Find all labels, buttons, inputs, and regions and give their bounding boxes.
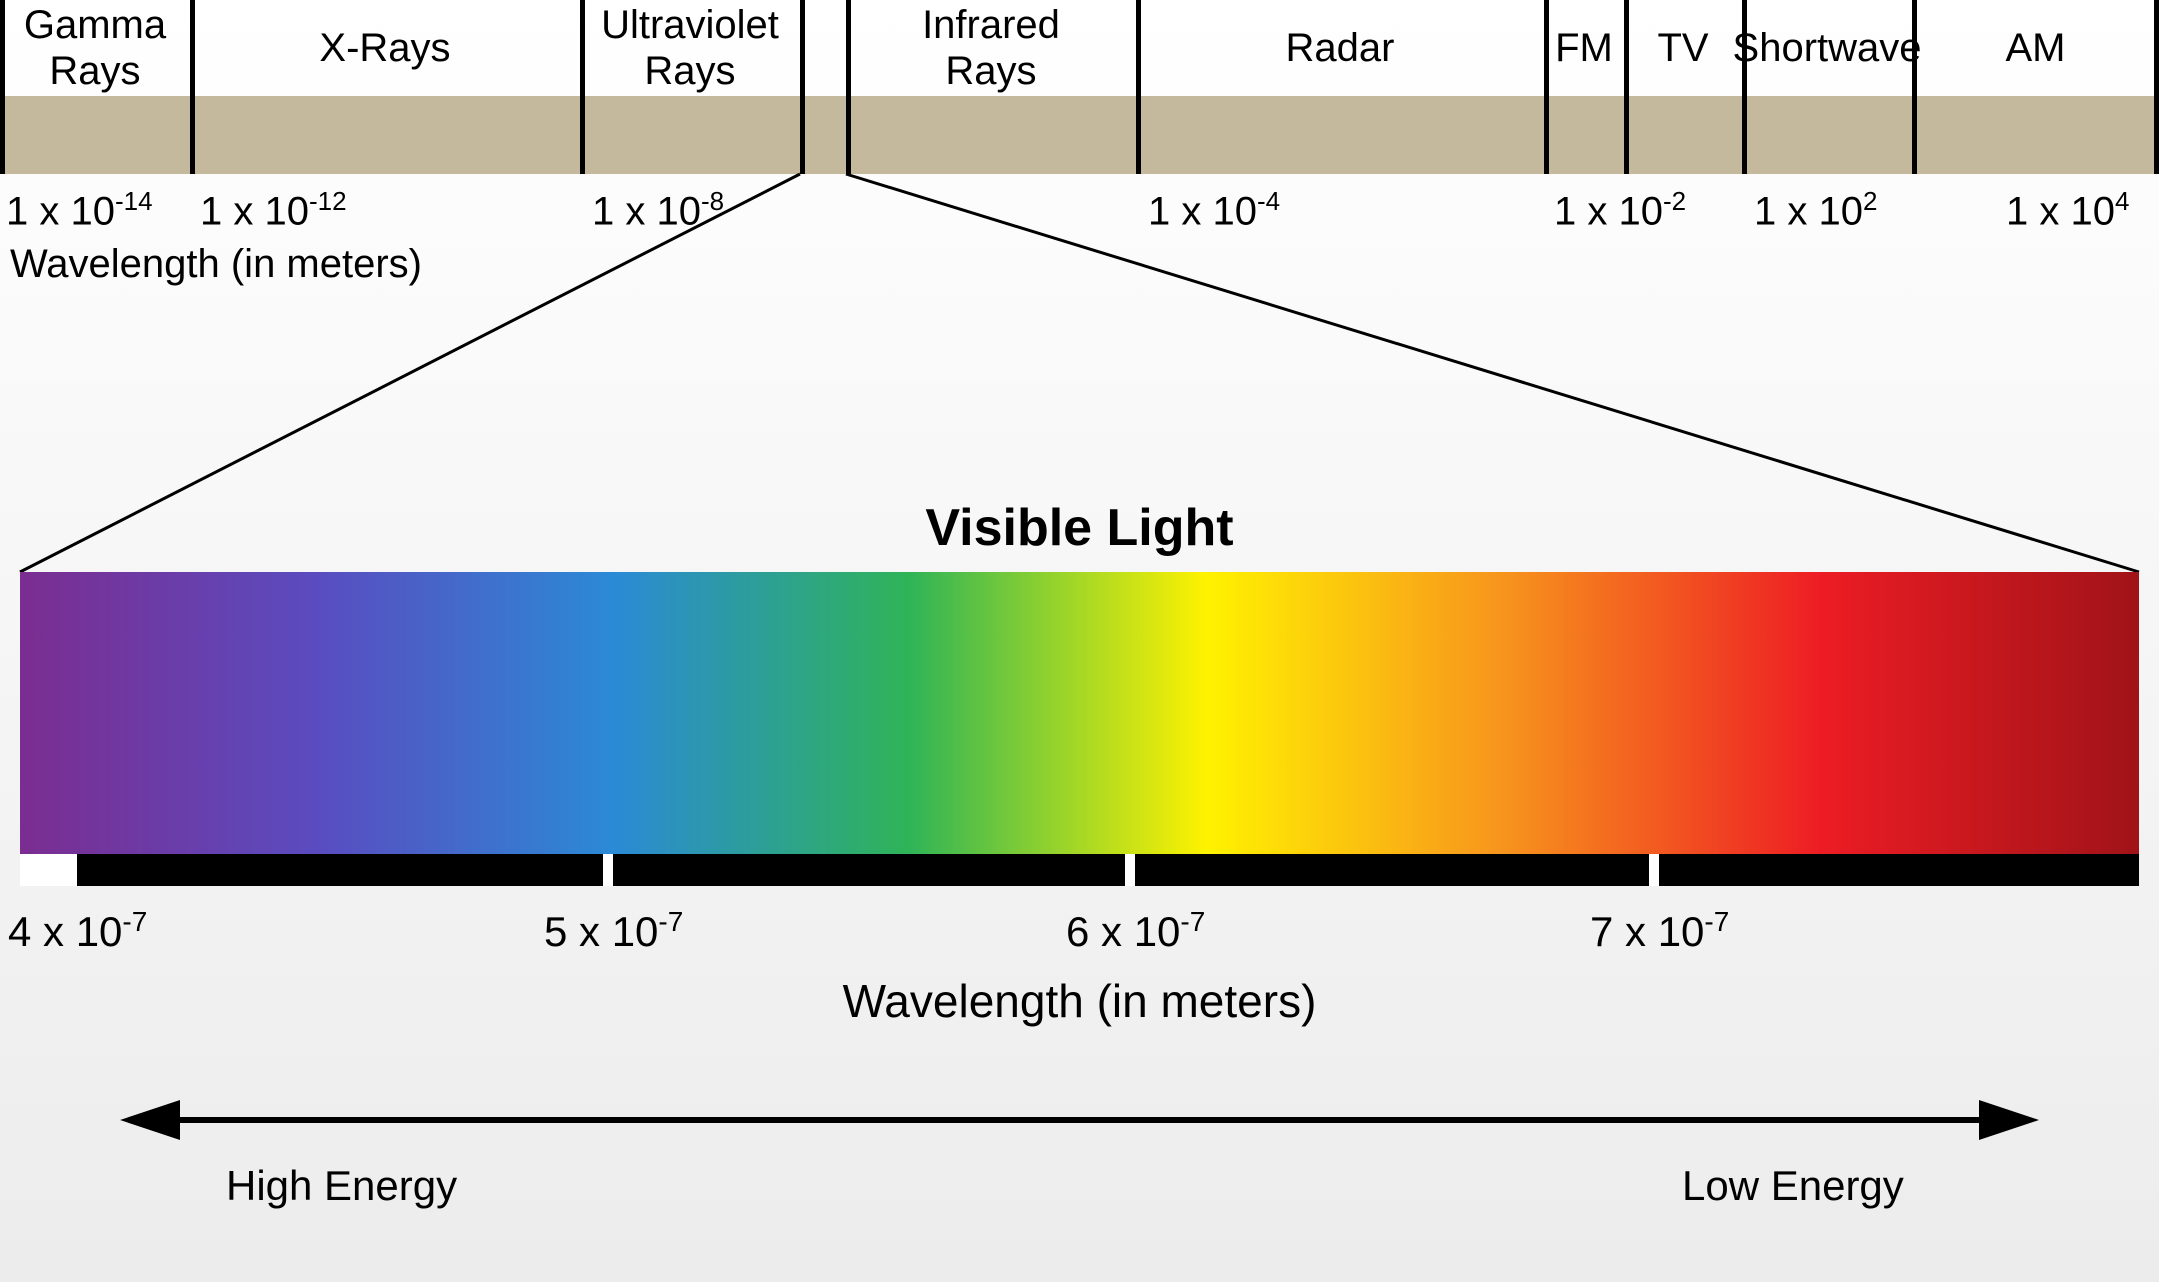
em-spectrum-band	[0, 96, 2159, 174]
spectrum-segment-label: Gamma Rays	[0, 0, 190, 96]
visible-wavelength-tick: 6 x 10-7	[1066, 906, 1205, 956]
visible-scale-left-gap	[20, 854, 72, 886]
visible-wavelength-tick: 7 x 10-7	[1590, 906, 1729, 956]
top-axis-caption: Wavelength (in meters)	[10, 242, 422, 287]
spectrum-segment-label: FM	[1544, 0, 1624, 96]
wavelength-tick: 1 x 10-14	[6, 186, 153, 234]
spectrum-segment-label: TV	[1624, 0, 1742, 96]
spectrum-segment-label: X-Rays	[190, 0, 580, 96]
spectrum-segment-label: Radar	[1136, 0, 1544, 96]
visible-light-title: Visible Light	[0, 498, 2159, 558]
spectrum-segment-label: Ultraviolet Rays	[580, 0, 800, 96]
visible-wavelength-tick: 5 x 10-7	[544, 906, 683, 956]
visible-axis-caption: Wavelength (in meters)	[0, 974, 2159, 1028]
scale-tick-gap	[1125, 854, 1135, 886]
wavelength-tick: 1 x 10-12	[200, 186, 347, 234]
spectrum-segment-label: Shortwave	[1742, 0, 1912, 96]
wavelength-tick: 1 x 102	[1754, 186, 1877, 234]
visible-wavelength-tick: 4 x 10-7	[8, 906, 147, 956]
spectrum-segment-label: AM	[1912, 0, 2159, 96]
scale-tick-gap	[67, 854, 77, 886]
wavelength-tick: 1 x 10-2	[1554, 186, 1686, 234]
scale-tick-gap	[603, 854, 613, 886]
scale-tick-gap	[1649, 854, 1659, 886]
spectrum-segment-label: Infrared Rays	[846, 0, 1136, 96]
low-energy-label: Low Energy	[1682, 1162, 1904, 1210]
energy-arrow	[120, 1090, 2039, 1150]
high-energy-label: High Energy	[226, 1162, 457, 1210]
spectrum-divider	[800, 0, 805, 174]
visible-spectrum-band	[20, 572, 2139, 854]
wavelength-tick: 1 x 10-4	[1148, 186, 1280, 234]
wavelength-tick: 1 x 10-8	[592, 186, 724, 234]
wavelength-tick: 1 x 104	[2006, 186, 2129, 234]
visible-scale-bar	[20, 854, 2139, 886]
